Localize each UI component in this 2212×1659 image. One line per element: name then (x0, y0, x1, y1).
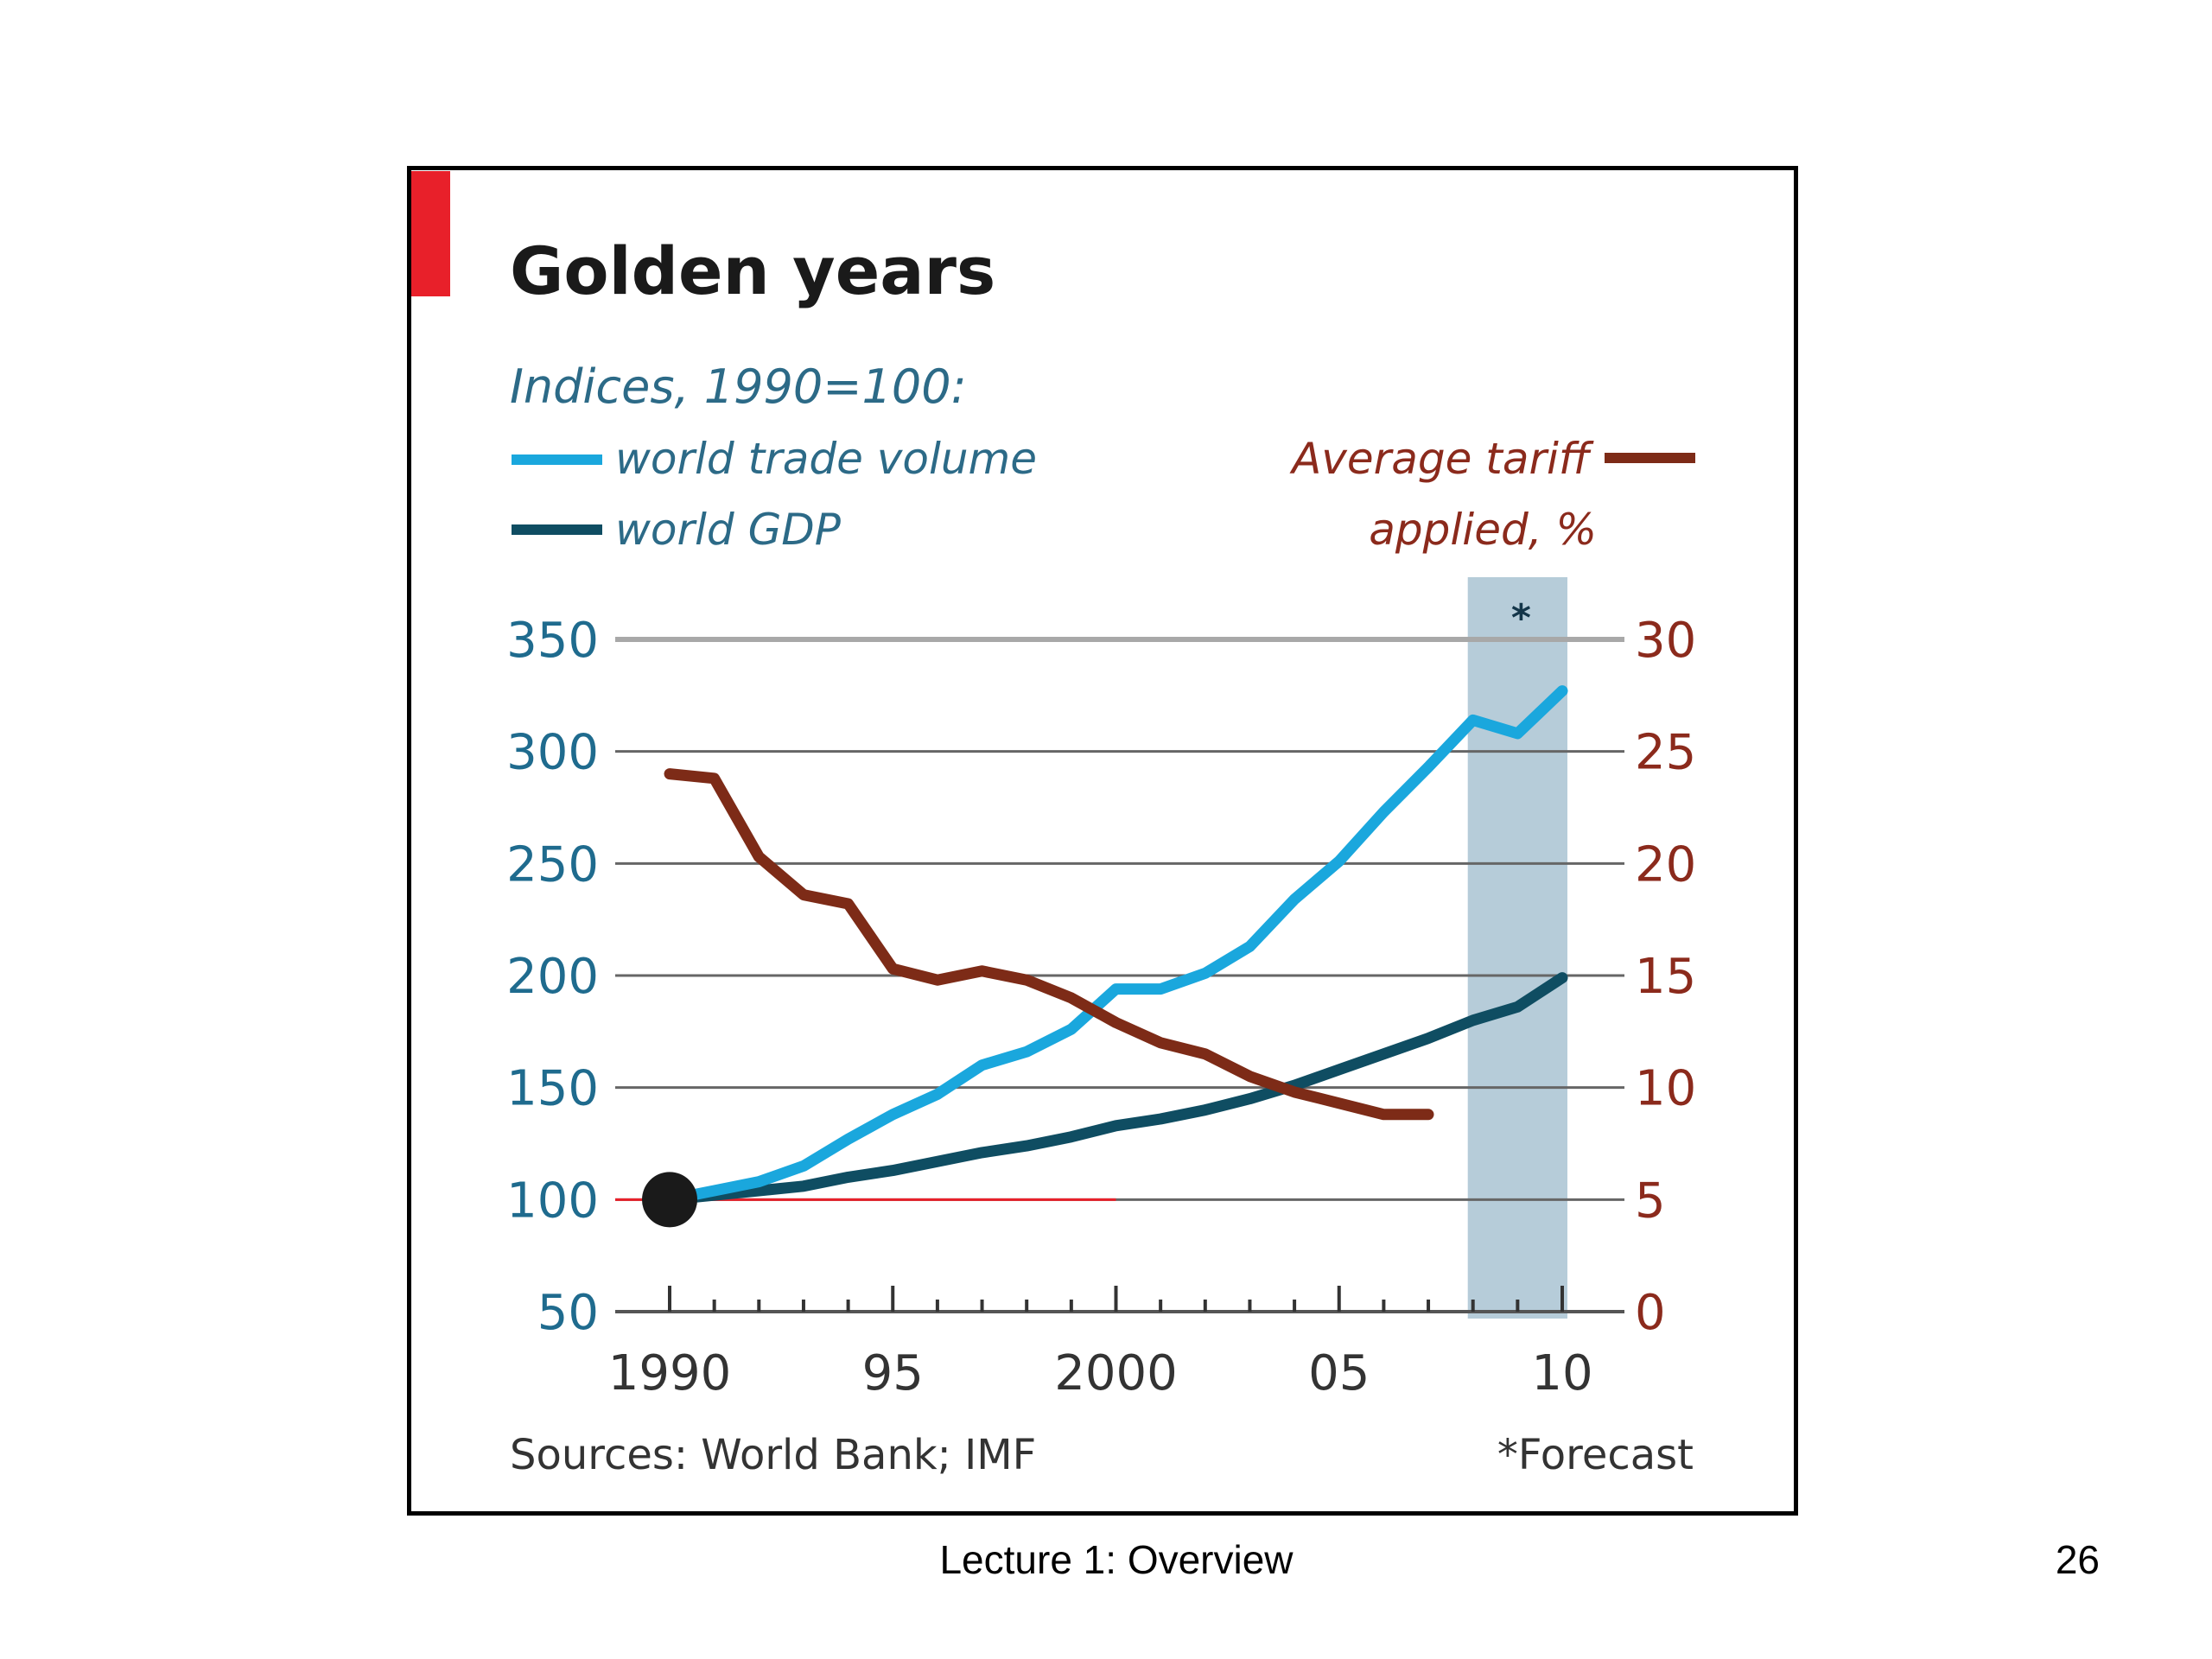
y-tick-label-right: 20 (1635, 836, 1696, 893)
start-marker-dot (642, 1172, 697, 1228)
y-tick-label-right: 5 (1635, 1173, 1666, 1229)
y-tick-label-right: 25 (1635, 725, 1696, 781)
y-tick-label-right: 30 (1635, 613, 1696, 669)
slide-number: 26 (2055, 1537, 2100, 1582)
x-tick-label: 05 (1308, 1345, 1370, 1402)
y-tick-label-right: 0 (1635, 1285, 1666, 1341)
forecast-note: *Forecast (1497, 1431, 1694, 1479)
series-line-world-gdp (664, 972, 1568, 1205)
legend-label-gdp: world GDP (615, 505, 842, 555)
axes: 1990 95 2000 05 10 (608, 1286, 1593, 1402)
x-tick-label: 2000 (1054, 1345, 1178, 1402)
y-tick-label-left: 300 (506, 725, 599, 781)
y-tick-label-left: 150 (506, 1061, 599, 1117)
x-tick-label: 10 (1531, 1345, 1592, 1402)
gridlines: 350 30 300 25 250 20 200 15 150 10 100 5 50 0 (506, 613, 1696, 1341)
slide-footer-title: Lecture 1: Overview (939, 1537, 1294, 1582)
legend-label-tariff-line2: applied, % (1369, 505, 1597, 555)
chart-subtitle: Indices, 1990=100: (510, 359, 967, 414)
chart-title: Golden years (510, 232, 995, 309)
forecast-band (1467, 577, 1567, 1319)
y-tick-label-right: 15 (1635, 949, 1696, 1005)
accent-bar (411, 171, 450, 296)
forecast-marker: * (1511, 596, 1531, 640)
legend-label-trade: world trade volume (615, 434, 1037, 484)
source-note: Sources: World Bank; IMF (510, 1431, 1036, 1479)
x-tick-label: 1990 (608, 1345, 732, 1402)
y-tick-label-left: 250 (506, 836, 599, 893)
y-tick-label-left: 50 (537, 1285, 599, 1341)
y-tick-label-right: 10 (1635, 1061, 1696, 1117)
series-line-world-trade-volume (664, 685, 1568, 1205)
y-tick-label-left: 100 (506, 1173, 599, 1229)
x-tick-label: 95 (862, 1345, 924, 1402)
series-line-average-tariff-applied (664, 768, 1434, 1121)
series-lines (642, 685, 1568, 1228)
y-tick-label-left: 350 (506, 613, 599, 669)
legend-label-tariff-line1: Average tariff (1289, 434, 1594, 484)
y-tick-label-left: 200 (506, 949, 599, 1005)
forecast-band-layer: * (1467, 577, 1567, 1319)
